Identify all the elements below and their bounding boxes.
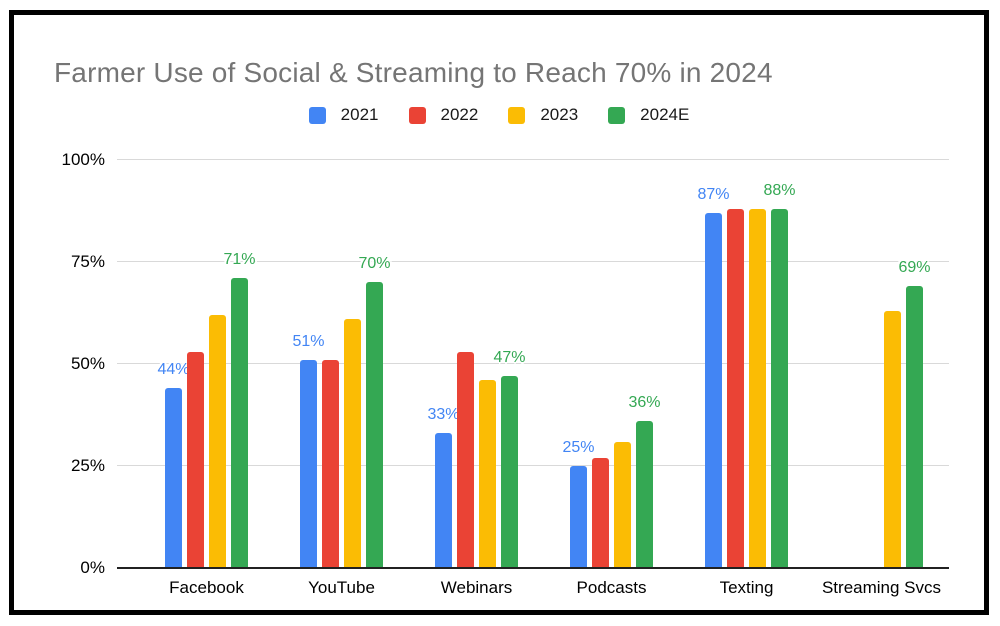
bar-texting-2022	[727, 208, 744, 568]
x-tick-label-facebook: Facebook	[169, 578, 244, 597]
bar-podcasts-2023	[614, 441, 631, 568]
chart-frame: Farmer Use of Social & Streaming to Reac…	[9, 10, 989, 615]
bar-value-label-texting-2024e: 88%	[763, 181, 796, 199]
bar-value-label-podcasts-2021: 25%	[562, 439, 595, 456]
bar-group-texting: 87% 88%	[679, 160, 814, 568]
bar-streaming-svcs-2023	[884, 310, 901, 568]
bar-webinars-2022	[457, 351, 474, 568]
bar-value-label-youtube-2024e: 70%	[358, 255, 391, 273]
x-tick-label-webinars: Webinars	[440, 578, 513, 597]
plot-area: 100% 75% 50% 25% 0% 44% 71% 51% 70% 33% 47% 25% 36% 8…	[62, 150, 949, 597]
y-tick-label-75: 75%	[70, 252, 105, 271]
bar-texting-2024e: 88%	[763, 182, 796, 568]
bar-webinars-2023	[479, 380, 496, 568]
bar-podcasts-2024e: 36%	[628, 394, 661, 568]
bar-streaming-svcs-2024e: 69%	[898, 259, 931, 568]
bar-texting-2021: 87%	[697, 186, 730, 568]
legend-swatch-icon	[308, 106, 326, 124]
bar-value-label-facebook-2021: 44%	[157, 361, 190, 379]
bar-podcasts-2021: 25%	[562, 439, 595, 568]
bar-texting-2023	[749, 208, 766, 568]
bar-value-label-webinars-2024e: 47%	[493, 349, 526, 367]
legend-label: 2022	[440, 105, 479, 124]
legend-item-2023: 2023	[508, 105, 578, 125]
legend-label: 2021	[340, 105, 379, 124]
bar-webinars-2021: 33%	[427, 406, 460, 568]
x-axis-baseline	[117, 567, 949, 569]
y-tick-label-100: 100%	[61, 150, 105, 169]
legend-swatch-icon	[608, 106, 626, 124]
bar-value-label-youtube-2021: 51%	[292, 332, 325, 350]
bars-row: 44% 71% 51% 70% 33% 47% 25% 36% 87% 88% 69%	[139, 160, 949, 568]
bar-youtube-2023	[344, 319, 361, 568]
gridline-75	[117, 261, 949, 262]
legend-swatch-icon	[508, 106, 526, 124]
legend-label: 2023	[540, 105, 579, 124]
bar-facebook-2024e: 71%	[223, 251, 256, 568]
bar-youtube-2021: 51%	[292, 333, 325, 568]
x-tick-label-texting: Texting	[719, 578, 774, 597]
bar-value-label-facebook-2024e: 71%	[223, 251, 256, 269]
bar-facebook-2021: 44%	[157, 361, 190, 568]
bar-value-label-podcasts-2024e: 36%	[628, 394, 661, 412]
y-tick-label-25: 25%	[70, 456, 105, 475]
legend-label: 2024E	[640, 105, 690, 124]
bar-value-label-texting-2021: 87%	[697, 186, 730, 204]
chart-title: Farmer Use of Social & Streaming to Reac…	[54, 57, 773, 88]
legend-item-2021: 2021	[308, 105, 379, 125]
x-axis-labels: Facebook YouTube Webinars Podcasts Texting St…	[139, 578, 949, 598]
bar-podcasts-2022	[592, 457, 609, 568]
bar-facebook-2022	[187, 351, 204, 568]
bar-youtube-2022	[322, 359, 339, 568]
gridline-100	[117, 159, 949, 160]
bar-group-podcasts: 25% 36%	[544, 160, 679, 568]
x-tick-label-podcasts: Podcasts	[576, 578, 647, 597]
bar-group-webinars: 33% 47%	[409, 160, 544, 568]
legend: 2021 2022 2023 2024E	[14, 105, 984, 125]
bar-group-facebook: 44% 71%	[139, 160, 274, 568]
legend-swatch-icon	[408, 106, 426, 124]
bar-value-label-webinars-2021: 33%	[427, 406, 460, 424]
legend-item-2024e: 2024E	[608, 105, 689, 125]
bar-group-streaming-svcs: 69%	[814, 160, 949, 568]
y-tick-label-50: 50%	[70, 354, 105, 373]
bar-facebook-2023	[209, 315, 226, 568]
y-tick-label-0: 0%	[80, 558, 105, 577]
bar-youtube-2024e: 70%	[358, 255, 391, 568]
bar-group-youtube: 51% 70%	[274, 160, 409, 568]
x-tick-label-youtube: YouTube	[308, 578, 375, 597]
gridline-50	[117, 363, 949, 364]
legend-item-2022: 2022	[408, 105, 479, 125]
gridline-25	[117, 465, 949, 466]
bar-value-label-streaming-svcs-2024e: 69%	[898, 259, 931, 277]
bar-webinars-2024e: 47%	[493, 349, 526, 568]
x-tick-label-streaming-svcs: Streaming Svcs	[821, 578, 942, 597]
